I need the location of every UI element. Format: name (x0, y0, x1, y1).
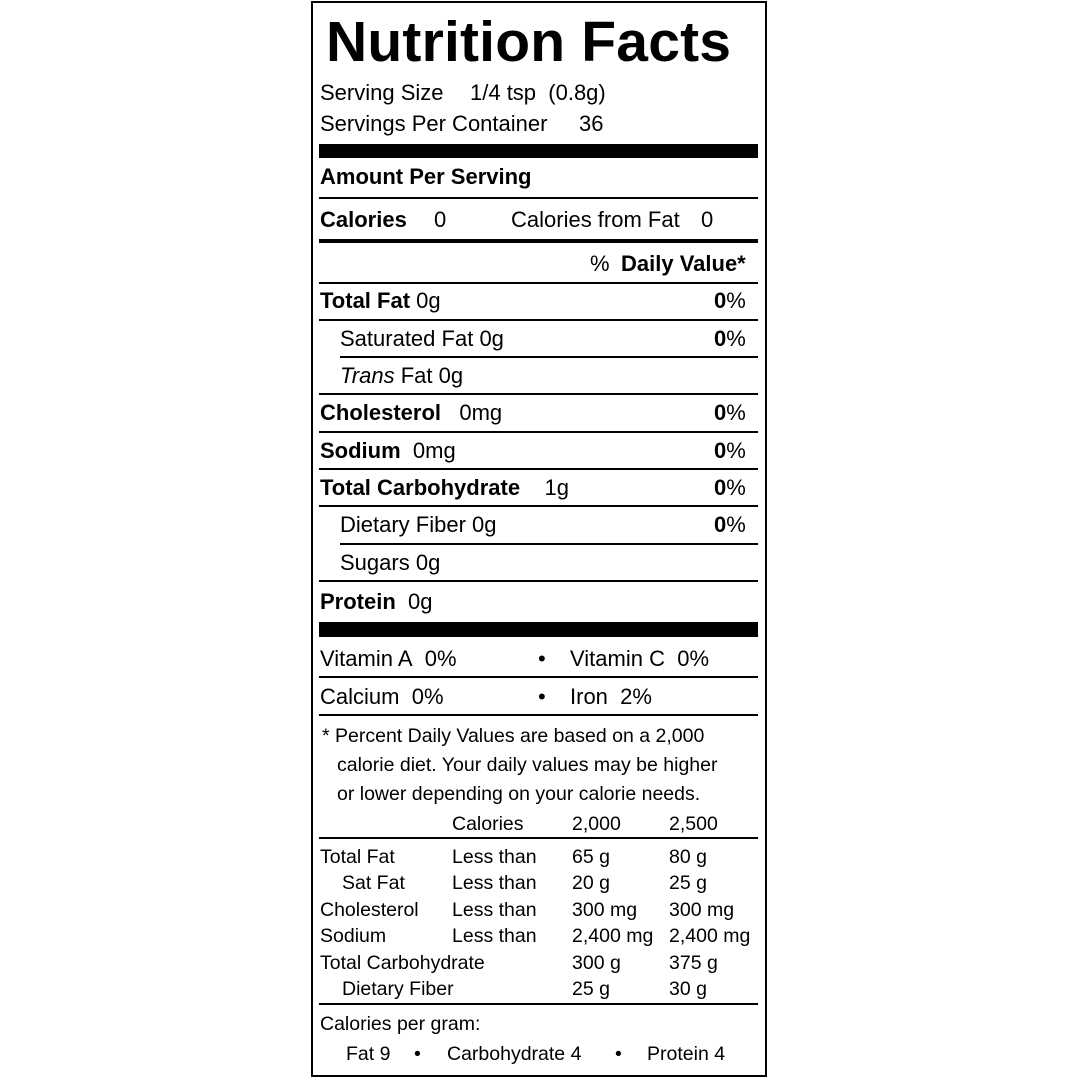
bullet: • (538, 646, 546, 672)
divider (319, 282, 758, 284)
divider (319, 837, 758, 839)
ref-cell: 2,400 mg (669, 923, 750, 949)
ref-cell: Total Fat (320, 844, 395, 870)
calories-value: 0 (434, 207, 446, 233)
footnote-line: or lower depending on your calorie needs… (337, 781, 700, 807)
ref-cell: 2,400 mg (572, 923, 653, 949)
ref-cell: 375 g (669, 950, 718, 976)
ref-cell: Less than (452, 844, 537, 870)
ref-cell: 80 g (669, 844, 707, 870)
vitamin-a: Vitamin A 0% (320, 646, 457, 672)
daily-value-header: Daily Value* (621, 251, 746, 277)
dietary-fiber-dv: 0% (714, 512, 746, 538)
serving-size-label: Serving Size (320, 80, 444, 106)
ref-cell: 300 mg (572, 897, 637, 923)
ref-cell: Sat Fat (342, 870, 405, 896)
thick-divider (319, 622, 758, 637)
divider (319, 393, 758, 395)
ref-cell: 20 g (572, 870, 610, 896)
cpg-fat: Fat 9 (346, 1041, 390, 1067)
calcium: Calcium 0% (320, 684, 444, 710)
dv-percent: % (590, 251, 610, 277)
cpg-protein: Protein 4 (647, 1041, 725, 1067)
cpg-bullet: • (615, 1041, 622, 1067)
divider (319, 714, 758, 716)
divider (319, 1003, 758, 1005)
divider (319, 505, 758, 507)
bullet: • (538, 684, 546, 710)
footnote-line: calorie diet. Your daily values may be h… (337, 752, 717, 778)
calories-from-fat-value: 0 (701, 207, 713, 233)
ref-cell: Less than (452, 897, 537, 923)
ref-header-calories: Calories (452, 811, 524, 837)
thick-divider (319, 144, 758, 158)
divider (340, 356, 758, 358)
nutrient-sugars: Sugars 0g (340, 550, 440, 576)
label-title: Nutrition Facts (326, 10, 731, 74)
calories-per-gram-label: Calories per gram: (320, 1011, 480, 1037)
ref-cell: 300 mg (669, 897, 734, 923)
ref-cell: Total Carbohydrate (320, 950, 485, 976)
ref-header-2000: 2,000 (572, 811, 621, 837)
cholesterol-dv: 0% (714, 400, 746, 426)
divider (319, 197, 758, 199)
ref-cell: 300 g (572, 950, 621, 976)
ref-cell: 25 g (669, 870, 707, 896)
amount-per-serving: Amount Per Serving (320, 164, 531, 190)
ref-cell: Sodium (320, 923, 386, 949)
nutrient-total-fat: Total Fat 0g (320, 288, 441, 314)
nutrient-trans-fat: Trans Fat 0g (340, 363, 463, 389)
servings-per-container-label: Servings Per Container (320, 111, 547, 137)
cpg-carbohydrate: Carbohydrate 4 (447, 1041, 581, 1067)
divider (319, 676, 758, 678)
divider (319, 431, 758, 433)
medium-divider (319, 239, 758, 243)
nutrient-sodium: Sodium 0mg (320, 438, 456, 464)
ref-header-2500: 2,500 (669, 811, 718, 837)
divider (319, 468, 758, 470)
nutrient-protein: Protein 0g (320, 589, 433, 615)
footnote-line: * Percent Daily Values are based on a 2,… (322, 723, 704, 749)
ref-cell: Dietary Fiber (342, 976, 454, 1002)
ref-cell: Less than (452, 870, 537, 896)
nutrient-saturated-fat: Saturated Fat 0g (340, 326, 504, 352)
calories-from-fat-label: Calories from Fat (511, 207, 680, 233)
total-fat-dv: 0% (714, 288, 746, 314)
vitamin-c: Vitamin C 0% (570, 646, 709, 672)
servings-per-container-value: 36 (579, 111, 603, 137)
divider (340, 543, 758, 545)
ref-cell: 30 g (669, 976, 707, 1002)
ref-cell: Cholesterol (320, 897, 419, 923)
sodium-dv: 0% (714, 438, 746, 464)
divider (319, 319, 758, 321)
total-carbohydrate-dv: 0% (714, 475, 746, 501)
calories-label: Calories (320, 207, 407, 233)
ref-cell: 25 g (572, 976, 610, 1002)
serving-size-value: 1/4 tsp (0.8g) (470, 80, 606, 106)
nutrient-total-carbohydrate: Total Carbohydrate 1g (320, 475, 569, 501)
nutrient-dietary-fiber: Dietary Fiber 0g (340, 512, 497, 538)
nutrient-cholesterol: Cholesterol 0mg (320, 400, 502, 426)
ref-cell: 65 g (572, 844, 610, 870)
divider (319, 580, 758, 582)
iron: Iron 2% (570, 684, 652, 710)
ref-cell: Less than (452, 923, 537, 949)
saturated-fat-dv: 0% (714, 326, 746, 352)
bullet: • (414, 1041, 421, 1067)
